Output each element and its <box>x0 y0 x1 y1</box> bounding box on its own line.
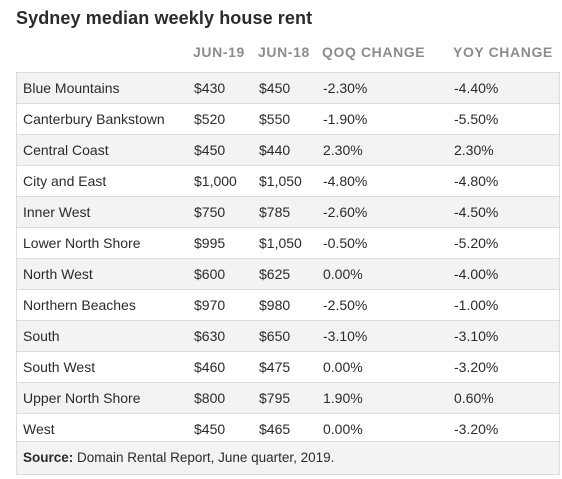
yoy-change-value: -4.40% <box>454 80 499 96</box>
yoy-change-value: -5.20% <box>454 235 499 251</box>
jun-19-value: $1,000 <box>194 173 237 189</box>
region-name: Lower North Shore <box>23 235 141 251</box>
table-row: Upper North Shore $800 $795 1.90% 0.60% <box>16 383 560 414</box>
region-name: City and East <box>23 173 107 189</box>
table-row: Canterbury Bankstown $520 $550 -1.90% -5.50% <box>16 104 560 135</box>
jun-19-value: $450 <box>194 142 226 158</box>
jun-18-value: $475 <box>259 359 291 375</box>
yoy-change-value: -1.00% <box>454 297 499 313</box>
jun-18-value: $550 <box>259 111 291 127</box>
qoq-change-value: 1.90% <box>323 390 363 406</box>
source-label: Source: <box>23 450 74 465</box>
table-row: South West $460 $475 0.00% -3.20% <box>16 352 560 383</box>
yoy-change-value: -3.20% <box>454 359 499 375</box>
jun-19-value: $520 <box>194 111 226 127</box>
jun-18-value: $450 <box>259 80 291 96</box>
qoq-change-value: -2.30% <box>323 80 368 96</box>
jun-19-value: $970 <box>194 297 226 313</box>
source-text: Domain Rental Report, June quarter, 2019… <box>77 450 335 465</box>
region-name: South West <box>23 359 96 375</box>
jun-18-value: $650 <box>259 328 291 344</box>
region-name: North West <box>23 266 93 282</box>
jun-19-value: $630 <box>194 328 226 344</box>
column-header-jun-18: JUN-18 <box>258 44 310 60</box>
yoy-change-value: -4.80% <box>454 173 499 189</box>
jun-18-value: $1,050 <box>259 173 302 189</box>
table-row: Inner West $750 $785 -2.60% -4.50% <box>16 197 560 228</box>
table-row: North West $600 $625 0.00% -4.00% <box>16 259 560 290</box>
qoq-change-value: -2.50% <box>323 297 368 313</box>
jun-18-value: $465 <box>259 421 291 437</box>
region-name: Upper North Shore <box>23 390 141 406</box>
yoy-change-value: 2.30% <box>454 142 494 158</box>
chart-title: Sydney median weekly house rent <box>16 8 313 28</box>
qoq-change-value: -4.80% <box>323 173 368 189</box>
yoy-change-value: -3.10% <box>454 328 499 344</box>
jun-18-value: $980 <box>259 297 291 313</box>
jun-19-value: $460 <box>194 359 226 375</box>
jun-19-value: $430 <box>194 80 226 96</box>
column-header-yoy-change: YOY CHANGE <box>453 44 553 60</box>
table-row: Northern Beaches $970 $980 -2.50% -1.00% <box>16 290 560 321</box>
region-name: South <box>23 328 60 344</box>
table-row: City and East $1,000 $1,050 -4.80% -4.80% <box>16 166 560 197</box>
source-note: Source: Domain Rental Report, June quart… <box>16 441 560 475</box>
jun-19-value: $450 <box>194 421 226 437</box>
jun-19-value: $750 <box>194 204 226 220</box>
data-table: Blue Mountains $430 $450 -2.30% -4.40% Canter… <box>16 72 560 445</box>
region-name: West <box>23 421 55 437</box>
region-name: Blue Mountains <box>23 80 120 96</box>
jun-18-value: $785 <box>259 204 291 220</box>
qoq-change-value: 0.00% <box>323 421 363 437</box>
table-row: South $630 $650 -3.10% -3.10% <box>16 321 560 352</box>
jun-19-value: $800 <box>194 390 226 406</box>
table-row: Blue Mountains $430 $450 -2.30% -4.40% <box>16 73 560 104</box>
qoq-change-value: -3.10% <box>323 328 368 344</box>
qoq-change-value: -1.90% <box>323 111 368 127</box>
yoy-change-value: 0.60% <box>454 390 494 406</box>
qoq-change-value: -2.60% <box>323 204 368 220</box>
jun-18-value: $625 <box>259 266 291 282</box>
yoy-change-value: -4.00% <box>454 266 499 282</box>
region-name: Northern Beaches <box>23 297 136 313</box>
qoq-change-value: 2.30% <box>323 142 363 158</box>
jun-18-value: $795 <box>259 390 291 406</box>
jun-18-value: $440 <box>259 142 291 158</box>
column-header-qoq-change: QOQ CHANGE <box>322 44 426 60</box>
yoy-change-value: -3.20% <box>454 421 499 437</box>
qoq-change-value: 0.00% <box>323 359 363 375</box>
jun-19-value: $600 <box>194 266 226 282</box>
yoy-change-value: -4.50% <box>454 204 499 220</box>
jun-19-value: $995 <box>194 235 226 251</box>
region-name: Canterbury Bankstown <box>23 111 165 127</box>
table-row: Central Coast $450 $440 2.30% 2.30% <box>16 135 560 166</box>
jun-18-value: $1,050 <box>259 235 302 251</box>
qoq-change-value: 0.00% <box>323 266 363 282</box>
region-name: Central Coast <box>23 142 109 158</box>
yoy-change-value: -5.50% <box>454 111 499 127</box>
table-row: Lower North Shore $995 $1,050 -0.50% -5.20% <box>16 228 560 259</box>
qoq-change-value: -0.50% <box>323 235 368 251</box>
region-name: Inner West <box>23 204 91 220</box>
column-header-jun-19: JUN-19 <box>193 44 245 60</box>
